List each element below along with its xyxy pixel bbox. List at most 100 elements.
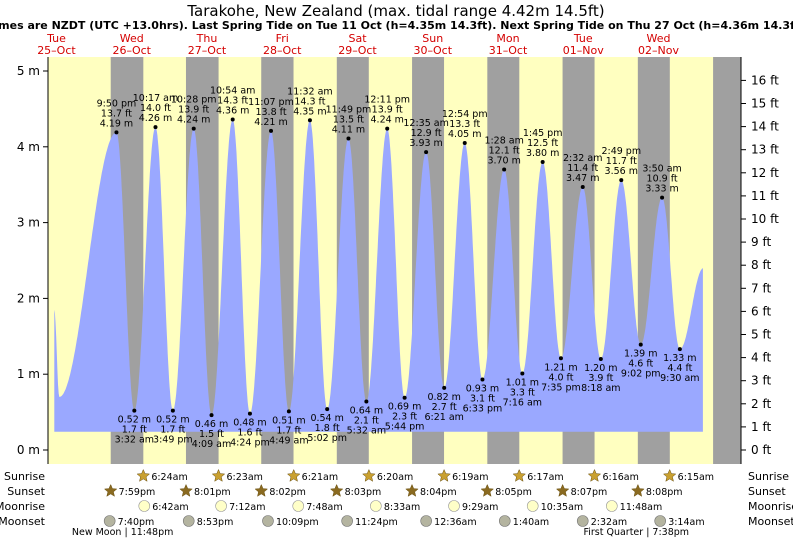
day-label-date: 30–Oct	[413, 44, 452, 57]
right-tick-label: 10 ft	[751, 212, 779, 226]
right-tick-label: 3 ft	[751, 374, 771, 388]
moonset-time: 12:36am	[434, 517, 476, 528]
high-tide-height-ft: 13.9 ft	[178, 105, 209, 116]
low-tide-height-m: 1.21 m	[544, 362, 577, 373]
left-tick-label: 0 m	[17, 443, 40, 457]
sunrise-time: 6:15am	[678, 472, 714, 483]
sunset-icon	[254, 483, 269, 497]
low-tide-time: 8:18 am	[581, 383, 620, 394]
sunrise-icon	[286, 468, 301, 482]
chart-subtitle: Times are NZDT (UTC +13.0hrs). Last Spri…	[0, 19, 793, 32]
high-tide-time: 10:28 pm	[171, 95, 217, 106]
high-tide-height-m: 4.21 m	[254, 117, 287, 128]
sunrise-icon	[587, 468, 602, 482]
sunset-time: 8:07pm	[571, 487, 608, 498]
low-tide-time: 6:21 am	[424, 412, 463, 423]
day-label-dow: Mon	[496, 32, 519, 45]
high-tide-time: 11:07 pm	[248, 97, 294, 108]
high-tide-time: 1:28 am	[484, 136, 523, 147]
low-tide-height-m: 0.52 m	[118, 415, 151, 426]
moonset-icon	[262, 515, 274, 527]
moonrise-icon	[526, 500, 539, 512]
low-tide-marker	[247, 411, 252, 416]
moonset-time: 11:24pm	[355, 517, 398, 528]
right-tick-label: 5 ft	[751, 328, 771, 342]
high-tide-marker	[114, 130, 119, 135]
moonset-icon	[103, 515, 116, 527]
low-tide-time: 9:02 pm	[621, 369, 661, 380]
high-tide-height-ft: 10.9 ft	[647, 174, 678, 185]
moonrise-icon	[138, 500, 151, 512]
low-tide-time: 5:02 pm	[307, 433, 347, 444]
low-tide-height-ft: 3.9 ft	[588, 373, 613, 384]
high-tide-height-ft: 13.3 ft	[449, 119, 480, 130]
day-label-date: 27–Oct	[188, 44, 227, 57]
sunrise-icon	[211, 468, 226, 482]
high-tide-marker	[462, 141, 467, 146]
high-tide-height-m: 3.70 m	[487, 156, 520, 167]
right-tick-label: 0 ft	[751, 443, 771, 457]
low-tide-time: 3:49 pm	[153, 435, 193, 446]
row-label-left: Sunset	[7, 485, 45, 498]
sunset-time: 8:05pm	[495, 487, 532, 498]
low-tide-height-ft: 1.5 ft	[199, 429, 224, 440]
low-tide-time: 6:33 pm	[463, 404, 503, 415]
high-tide-time: 12:11 pm	[364, 95, 410, 106]
day-label-date: 02–Nov	[638, 44, 679, 57]
right-tick-label: 2 ft	[751, 397, 771, 411]
moonset-time: 7:40pm	[118, 517, 155, 528]
low-tide-time: 4:24 pm	[230, 438, 270, 449]
high-tide-time: 10:54 am	[210, 86, 255, 97]
high-tide-marker	[307, 118, 312, 123]
high-tide-height-ft: 13.7 ft	[101, 108, 132, 119]
high-tide-time: 12:35 am	[403, 118, 448, 129]
low-tide-marker	[520, 371, 525, 376]
day-label-dow: Fri	[276, 32, 289, 45]
moon-phase-label: First Quarter | 7:38pm	[583, 527, 689, 538]
low-tide-height-ft: 4.6 ft	[628, 359, 653, 370]
right-tick-label: 7 ft	[751, 281, 771, 295]
high-tide-height-m: 3.33 m	[645, 184, 678, 195]
sunset-icon	[103, 483, 118, 497]
sunset-time: 8:08pm	[646, 487, 683, 498]
right-tick-label: 14 ft	[751, 120, 779, 134]
high-tide-height-ft: 14.3 ft	[294, 96, 325, 107]
left-tick-label: 4 m	[17, 140, 40, 154]
low-tide-time: 7:16 am	[503, 397, 542, 408]
high-tide-time: 10:17 am	[133, 93, 178, 104]
low-tide-height-ft: 1.7 ft	[160, 425, 185, 436]
high-tide-height-ft: 12.5 ft	[527, 138, 558, 149]
high-tide-height-m: 4.19 m	[100, 118, 133, 129]
row-label-left: Moonrise	[0, 500, 45, 513]
moonset-time: 1:40am	[513, 517, 549, 528]
night-band	[713, 57, 741, 464]
low-tide-height-ft: 3.1 ft	[470, 394, 495, 405]
low-tide-marker	[170, 408, 175, 413]
low-tide-height-m: 0.51 m	[272, 415, 305, 426]
moonset-time: 10:09pm	[276, 517, 319, 528]
high-tide-height-m: 3.47 m	[566, 173, 599, 184]
low-tide-marker	[638, 342, 643, 347]
high-tide-height-m: 3.56 m	[605, 166, 638, 177]
chart-title: Tarakohe, New Zealand (max. tidal range …	[186, 2, 604, 20]
high-tide-marker	[580, 184, 585, 189]
moonrise-icon	[215, 500, 227, 512]
high-tide-height-m: 3.80 m	[526, 148, 559, 159]
low-tide-height-ft: 2.1 ft	[354, 415, 379, 426]
sunset-time: 7:59pm	[119, 487, 156, 498]
row-label-right: Moonrise	[748, 500, 793, 513]
high-tide-marker	[153, 125, 158, 130]
right-tick-label: 13 ft	[751, 143, 779, 157]
sunset-icon	[631, 483, 645, 497]
left-tick-label: 2 m	[17, 291, 40, 305]
day-label-dow: Thu	[196, 32, 218, 45]
low-tide-marker	[364, 399, 369, 404]
high-tide-marker	[619, 178, 624, 183]
low-tide-height-m: 0.69 m	[388, 402, 421, 413]
high-tide-marker	[540, 159, 545, 164]
moon-phase-label: New Moon | 11:48pm	[72, 527, 174, 538]
sunset-time: 8:03pm	[345, 487, 382, 498]
right-tick-label: 16 ft	[751, 73, 779, 87]
high-tide-height-ft: 14.0 ft	[140, 103, 171, 114]
low-tide-height-m: 0.82 m	[427, 392, 460, 403]
